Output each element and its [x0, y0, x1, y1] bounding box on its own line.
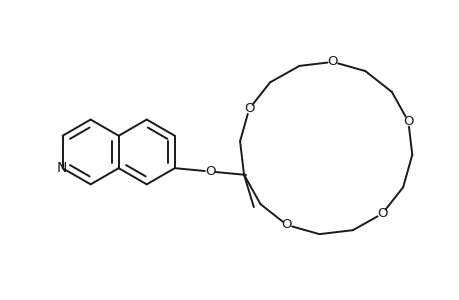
Text: O: O	[281, 218, 291, 232]
Text: O: O	[402, 115, 413, 128]
Text: O: O	[327, 56, 337, 68]
Text: N: N	[56, 161, 67, 175]
Text: O: O	[243, 102, 254, 115]
Text: O: O	[205, 165, 215, 178]
Text: O: O	[376, 207, 386, 220]
